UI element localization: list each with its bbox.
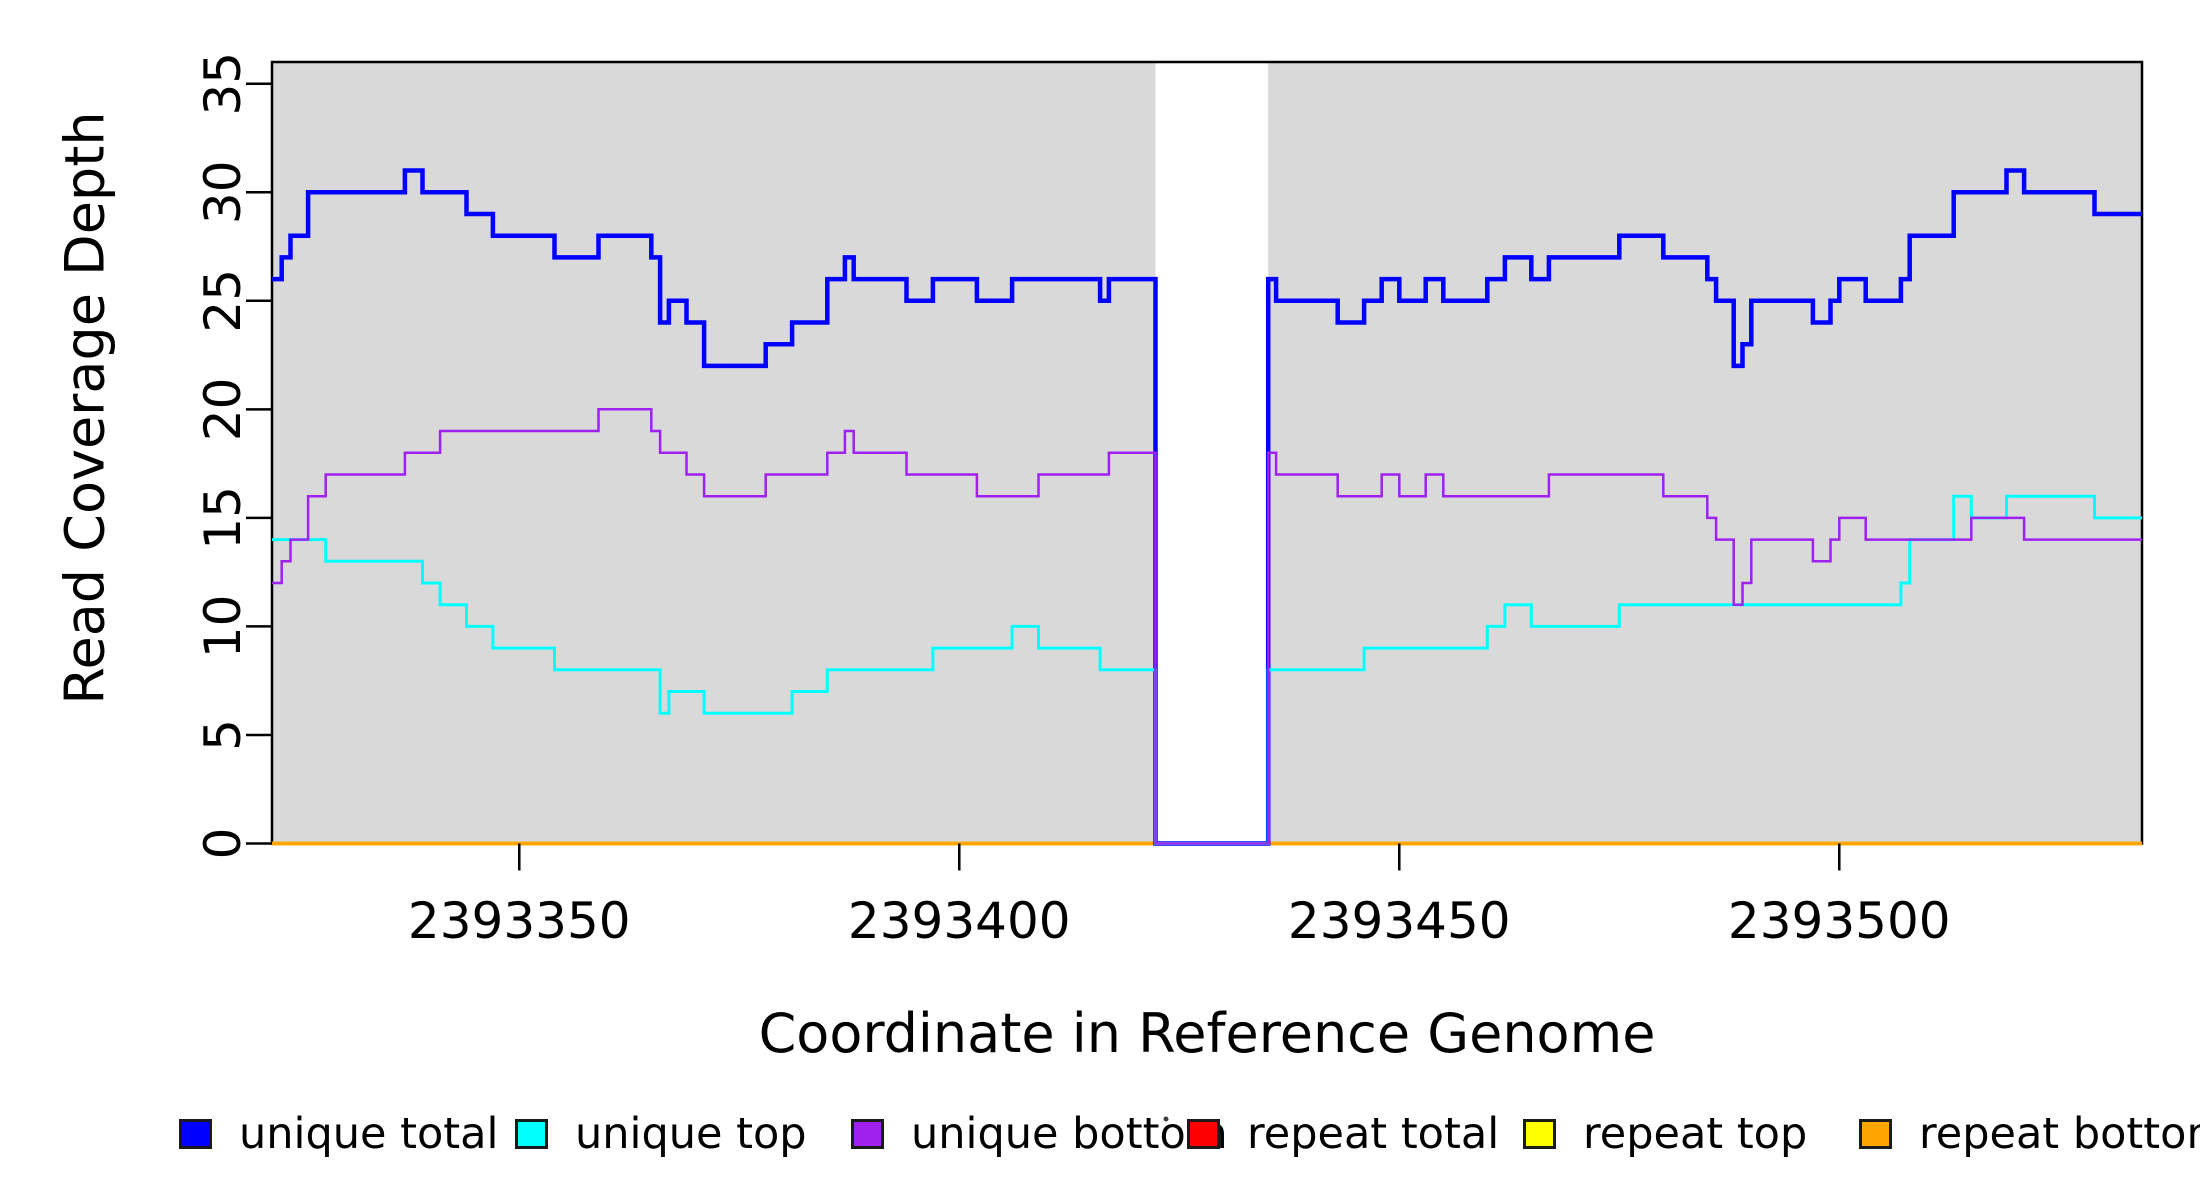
- legend-label-unique-top: unique top: [575, 1109, 807, 1159]
- legend-item-repeat-bottom: repeat bottom: [1859, 1109, 2200, 1159]
- x-tick-label: 2393500: [1728, 892, 1951, 950]
- x-axis-title: Coordinate in Reference Genome: [758, 1002, 1656, 1065]
- x-tick-label: 2393450: [1288, 892, 1511, 950]
- y-tick-label: 10: [194, 595, 252, 659]
- series-line-unique-total: [272, 168, 2142, 846]
- stray-mark: [1163, 1116, 1169, 1122]
- legend-label-repeat-total: repeat total: [1247, 1109, 1500, 1159]
- y-tick-label: 25: [194, 269, 252, 333]
- legend-swatch-repeat-bottom: [1859, 1119, 1892, 1149]
- legend-label-unique-bottom: unique bottom: [911, 1109, 1228, 1159]
- series-line-unique-bottom: [272, 408, 2142, 845]
- y-tick-label: 0: [194, 828, 252, 860]
- legend-swatch-unique-bottom: [851, 1119, 884, 1149]
- y-tick-label: 15: [194, 486, 252, 550]
- legend: unique total unique top unique bottom repea…: [0, 1109, 2200, 1162]
- y-tick-label: 35: [194, 52, 252, 116]
- y-axis-title: Read Coverage Depth: [53, 111, 117, 705]
- y-tick-label: 20: [194, 378, 252, 442]
- x-tick-label: 2393400: [848, 892, 1071, 950]
- legend-item-unique-top: unique top: [515, 1109, 807, 1159]
- legend-item-repeat-top: repeat top: [1523, 1109, 1808, 1159]
- legend-swatch-unique-total: [179, 1119, 212, 1149]
- legend-item-repeat-total: repeat total: [1187, 1109, 1500, 1159]
- legend-item-unique-bottom: unique bottom: [851, 1109, 1228, 1159]
- legend-label-repeat-top: repeat top: [1583, 1109, 1808, 1159]
- legend-swatch-unique-top: [515, 1119, 548, 1149]
- legend-swatch-repeat-total: [1187, 1119, 1220, 1149]
- legend-label-repeat-bottom: repeat bottom: [1919, 1109, 2200, 1159]
- y-tick-label: 5: [194, 719, 252, 751]
- legend-item-unique-total: unique total: [179, 1109, 499, 1159]
- legend-swatch-repeat-top: [1523, 1119, 1556, 1149]
- legend-label-unique-total: unique total: [239, 1109, 499, 1159]
- series-line-unique-top: [272, 494, 2142, 845]
- y-tick-label: 30: [194, 160, 252, 224]
- x-tick-label: 2393350: [408, 892, 631, 950]
- plot-panel-right: [1268, 62, 2142, 844]
